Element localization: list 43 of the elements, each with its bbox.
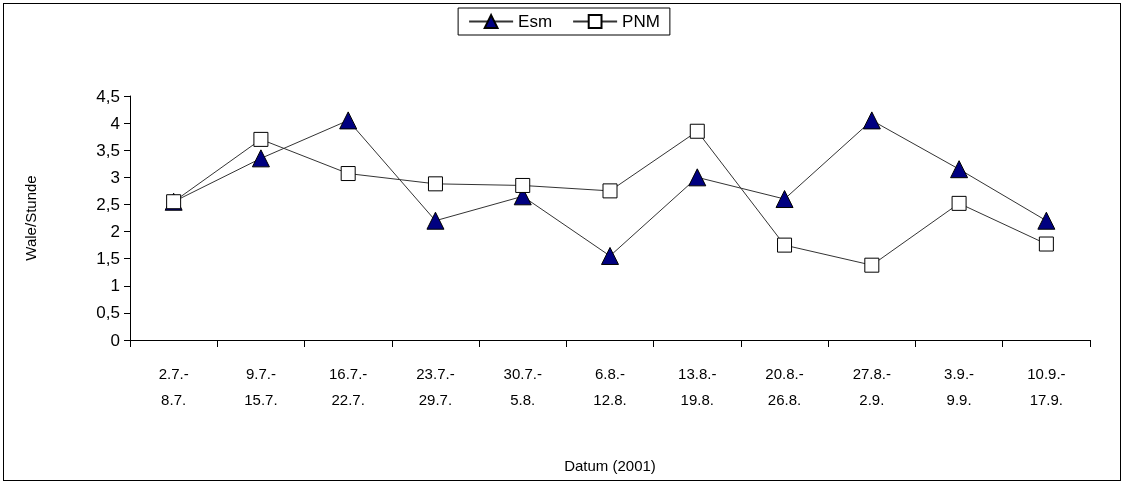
x-tick-label: 23.7.- 29.7. (416, 364, 455, 408)
y-tick-label: 2,5 (96, 194, 120, 214)
point (601, 246, 619, 265)
point (864, 257, 880, 273)
point (515, 177, 531, 193)
x-tick-label: 16.7.- 22.7. (329, 364, 368, 408)
x-tick-label: 9.7.- 15.7. (244, 364, 278, 408)
point (602, 183, 618, 199)
point (1037, 211, 1056, 230)
point (689, 123, 705, 139)
x-tick-label: 27.8.- 2.9. (852, 364, 891, 408)
point (951, 195, 967, 211)
point (862, 111, 881, 130)
legend-label: Esm (518, 12, 553, 31)
y-tick-label: 3 (110, 167, 120, 187)
y-tick-label: 4,5 (96, 86, 120, 106)
x-tick-label: 10.9.- 17.9. (1027, 364, 1066, 408)
point (426, 211, 445, 230)
legend-label: PNM (622, 12, 660, 31)
x-tick-label: 30.7.- 5.8. (503, 364, 542, 408)
y-tick-label: 1 (110, 276, 120, 296)
y-tick-label: 0 (110, 330, 120, 350)
point (340, 166, 356, 182)
y-tick-label: 3,5 (96, 140, 120, 160)
y-axis-title: Wale/Stunde (22, 175, 39, 261)
x-tick-label: 3.9.- 9.9. (944, 364, 975, 408)
point (950, 160, 969, 179)
y-tick-label: 2 (110, 222, 120, 242)
x-tick-label: 13.8.- 19.8. (678, 364, 717, 408)
y-tick-label: 4 (110, 113, 120, 133)
x-axis-title: Datum (2001) (564, 457, 656, 474)
y-tick-label: 1,5 (96, 249, 120, 269)
point (339, 111, 358, 130)
point (688, 168, 707, 187)
point (251, 149, 270, 168)
point (775, 190, 794, 209)
y-tick-label: 0,5 (96, 303, 120, 323)
point (777, 237, 793, 253)
x-tick-label: 2.7.- 8.7. (158, 364, 189, 408)
x-tick-label: 20.8.- 26.8. (765, 364, 804, 408)
point (427, 176, 443, 192)
x-tick-label: 6.8.- 12.8. (593, 364, 627, 408)
point (253, 131, 269, 147)
